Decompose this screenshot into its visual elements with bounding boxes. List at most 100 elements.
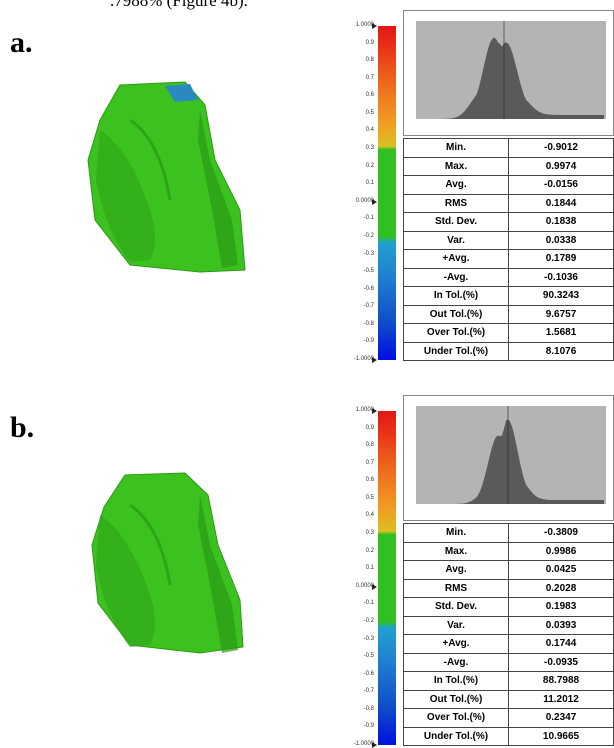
scale-label: 0.3 [330, 530, 374, 536]
stat-value: 0.2347 [509, 709, 614, 728]
stat-value: 0.0338 [509, 231, 614, 250]
histogram-plot [404, 11, 613, 135]
stat-name: Avg. [404, 176, 509, 195]
scale-label: 1.0000 [330, 407, 374, 413]
stat-name: Min. [404, 524, 509, 543]
scale-label: 0.4 [330, 512, 374, 518]
scale-marker [372, 357, 377, 363]
histogram-plot [404, 396, 613, 520]
stat-value: 0.0425 [509, 561, 614, 580]
stat-value: 11.2012 [509, 690, 614, 709]
stats-row: -Avg.-0.1036 [404, 268, 614, 287]
stat-value: -0.0156 [509, 176, 614, 195]
stats-row: -Avg.-0.0935 [404, 653, 614, 672]
stat-name: Out Tol.(%) [404, 690, 509, 709]
stat-name: Min. [404, 139, 509, 158]
stat-value: 0.1744 [509, 635, 614, 654]
stats-row: Max.0.9986 [404, 542, 614, 561]
scale-label: 0.4 [330, 127, 374, 133]
stat-name: -Avg. [404, 268, 509, 287]
stat-name: Under Tol.(%) [404, 727, 509, 746]
stat-value: 1.5681 [509, 324, 614, 343]
stat-name: Avg. [404, 561, 509, 580]
scale-label: -0.2 [330, 618, 374, 624]
scale-label: -0.5 [330, 268, 374, 274]
stats-row: Std. Dev.0.1983 [404, 598, 614, 617]
scale-label: -0.3 [330, 251, 374, 257]
stat-value: -0.0935 [509, 653, 614, 672]
scale-label: 0.5 [330, 110, 374, 116]
stats-row: Under Tol.(%)10.9665 [404, 727, 614, 746]
scale-label: 0.0000 [330, 198, 374, 204]
scale-label: -1.0000 [330, 356, 374, 362]
scale-label: -0.3 [330, 636, 374, 642]
stat-value: 0.1838 [509, 213, 614, 232]
stat-name: Over Tol.(%) [404, 709, 509, 728]
tooth-model [0, 395, 260, 695]
scale-marker [372, 408, 377, 414]
stat-name: Out Tol.(%) [404, 305, 509, 324]
stats-row: +Avg.0.1789 [404, 250, 614, 269]
stat-name: +Avg. [404, 250, 509, 269]
histogram [403, 395, 614, 521]
scale-label: 0.8 [330, 442, 374, 448]
stat-value: 0.1844 [509, 194, 614, 213]
scale-label: 0.0000 [330, 583, 374, 589]
scale-label: -0.5 [330, 653, 374, 659]
stat-value: 9.6757 [509, 305, 614, 324]
scale-label: -0.8 [330, 706, 374, 712]
scale-label: 0.1 [330, 180, 374, 186]
stats-row: Out Tol.(%)9.6757 [404, 305, 614, 324]
scale-label: 0.8 [330, 57, 374, 63]
scale-label: 0.6 [330, 92, 374, 98]
stat-name: Max. [404, 542, 509, 561]
scale-label: -0.2 [330, 233, 374, 239]
scale-label: 0.6 [330, 477, 374, 483]
scale-marker [372, 199, 377, 205]
stats-row: In Tol.(%)90.3243 [404, 287, 614, 306]
scale-marker [372, 742, 377, 748]
scale-label: -0.1 [330, 600, 374, 606]
color-scale-bar [378, 26, 396, 360]
tooth-model [0, 10, 260, 310]
scale-marker [372, 23, 377, 29]
stat-value: 8.1076 [509, 342, 614, 361]
stat-value: 0.0393 [509, 616, 614, 635]
stats-row: Avg.0.0425 [404, 561, 614, 580]
color-scale-bar [378, 411, 396, 745]
stats-row: Avg.-0.0156 [404, 176, 614, 195]
stats-row: Max.0.9974 [404, 157, 614, 176]
stats-row: In Tol.(%)88.7988 [404, 672, 614, 691]
scale-label: -0.8 [330, 321, 374, 327]
stat-value: 90.3243 [509, 287, 614, 306]
scale-label: -0.9 [330, 723, 374, 729]
scale-label: 0.2 [330, 163, 374, 169]
stat-value: 88.7988 [509, 672, 614, 691]
stats-row: Min.-0.9012 [404, 139, 614, 158]
stat-name: Under Tol.(%) [404, 342, 509, 361]
stats-row: Over Tol.(%)1.5681 [404, 324, 614, 343]
scale-label: 0.5 [330, 495, 374, 501]
histogram [403, 10, 614, 136]
stat-value: 0.2028 [509, 579, 614, 598]
stat-name: -Avg. [404, 653, 509, 672]
stat-name: +Avg. [404, 635, 509, 654]
scale-label: -0.9 [330, 338, 374, 344]
scale-label: 1.0000 [330, 22, 374, 28]
stat-value: 0.9986 [509, 542, 614, 561]
stats-row: Over Tol.(%)0.2347 [404, 709, 614, 728]
stat-name: Over Tol.(%) [404, 324, 509, 343]
stat-name: Max. [404, 157, 509, 176]
stat-name: In Tol.(%) [404, 672, 509, 691]
scale-label: -1.0000 [330, 741, 374, 747]
stat-name: RMS [404, 194, 509, 213]
stat-name: RMS [404, 579, 509, 598]
stat-value: -0.1036 [509, 268, 614, 287]
stat-value: 0.9974 [509, 157, 614, 176]
scale-label: 0.7 [330, 460, 374, 466]
scale-label: -0.7 [330, 688, 374, 694]
